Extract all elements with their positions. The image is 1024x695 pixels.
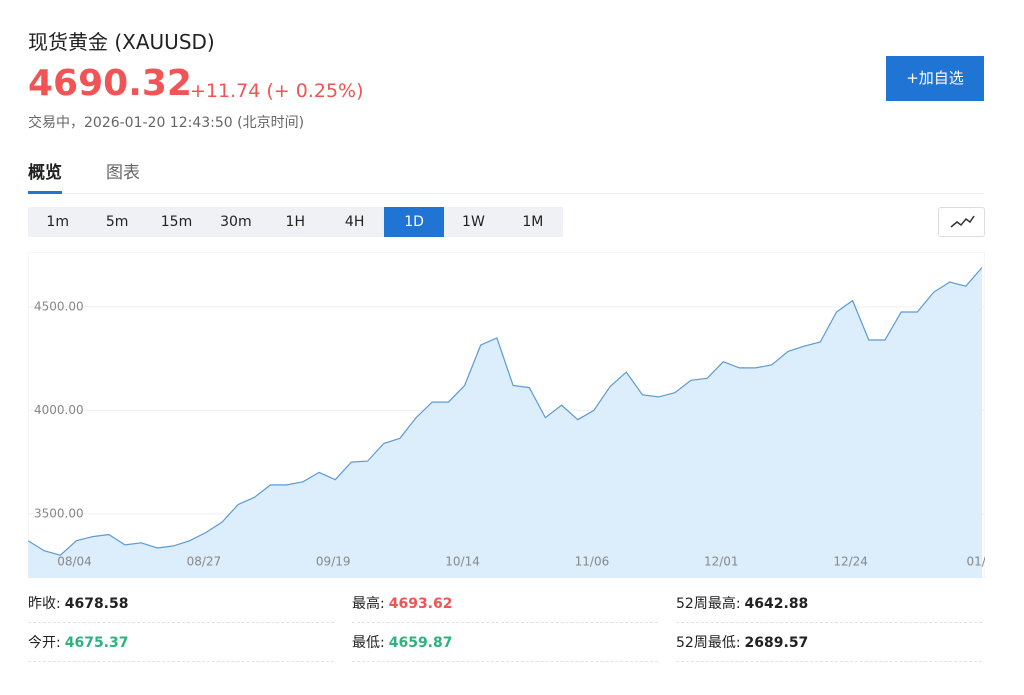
interval-button[interactable]: 1H bbox=[285, 214, 305, 230]
interval-button[interactable]: 1W bbox=[462, 214, 485, 230]
stat-label: 昨收: bbox=[28, 596, 61, 612]
x-tick-label: 12/24 bbox=[833, 555, 868, 569]
y-tick-label: 4000.00 bbox=[34, 403, 84, 417]
x-tick-label: 10/14 bbox=[445, 555, 480, 569]
interval-button[interactable]: 30m bbox=[220, 214, 252, 230]
stat-label: 今开: bbox=[28, 635, 61, 651]
x-tick-label: 08/27 bbox=[187, 555, 222, 569]
trade-status: 交易中，2026-01-20 12:43:50 (北京时间) bbox=[28, 115, 305, 131]
x-tick-label: 12/01 bbox=[704, 555, 739, 569]
stat-label: 最高: bbox=[352, 596, 385, 612]
area bbox=[28, 267, 982, 578]
stat-value: 4678.58 bbox=[64, 596, 129, 612]
interval-button[interactable]: 1m bbox=[46, 214, 69, 230]
interval-button[interactable]: 15m bbox=[160, 214, 193, 230]
interval-button[interactable]: 1M bbox=[522, 214, 544, 230]
stat-value: 4693.62 bbox=[388, 596, 453, 612]
stat-value: 4675.37 bbox=[64, 635, 129, 651]
stat-item: 今开: 4675.37 bbox=[28, 623, 334, 662]
interval-button[interactable]: 5m bbox=[105, 214, 129, 230]
tabs: 概览 图表 bbox=[28, 158, 984, 194]
stat-value: 4642.88 bbox=[744, 596, 809, 612]
stat-item: 最高: 4693.62 bbox=[352, 584, 658, 623]
x-tick-label: 09/19 bbox=[316, 555, 351, 569]
interval-bar: 1m 5m 15m 30m 1H 4H 1D 1W 1M bbox=[28, 207, 563, 237]
stat-value: 2689.57 bbox=[744, 635, 809, 651]
y-tick-label: 3500.00 bbox=[34, 506, 84, 520]
stat-item: 昨收: 4678.58 bbox=[28, 584, 334, 623]
tab[interactable]: 图表 bbox=[106, 163, 140, 183]
stat-label: 52周最高: bbox=[676, 596, 741, 612]
stat-item: 52周最低: 2689.57 bbox=[676, 623, 982, 662]
title: 现货黄金 (XAUUSD) bbox=[28, 30, 215, 54]
x-tick-label: 08/04 bbox=[57, 555, 92, 569]
interval-button[interactable]: 4H bbox=[344, 214, 365, 230]
stat-label: 52周最低: bbox=[676, 635, 741, 651]
tab[interactable]: 概览 bbox=[28, 158, 62, 194]
x-tick-label: 11/06 bbox=[575, 555, 610, 569]
x-tick-label: 01/2 bbox=[967, 555, 985, 569]
stat-label: 最低: bbox=[352, 635, 385, 651]
chart-type-button[interactable] bbox=[938, 207, 985, 237]
add-watchlist-button[interactable]: +加自选 bbox=[886, 56, 984, 101]
stat-value: 4659.87 bbox=[388, 635, 453, 651]
line-icon bbox=[950, 215, 975, 228]
price: 4690.32 bbox=[28, 63, 192, 104]
price-change: +11.74 (+ 0.25%) bbox=[190, 80, 364, 102]
chart: 3500.00 4000.00 4500.00 08/04 08/27 09/19 10/1… bbox=[28, 252, 985, 578]
line bbox=[28, 267, 983, 556]
interval-button[interactable]: 1D bbox=[384, 207, 444, 237]
stat-item: 最低: 4659.87 bbox=[352, 623, 658, 662]
stat-item: 52周最高: 4642.88 bbox=[676, 584, 982, 623]
y-tick-label: 4500.00 bbox=[34, 299, 84, 313]
